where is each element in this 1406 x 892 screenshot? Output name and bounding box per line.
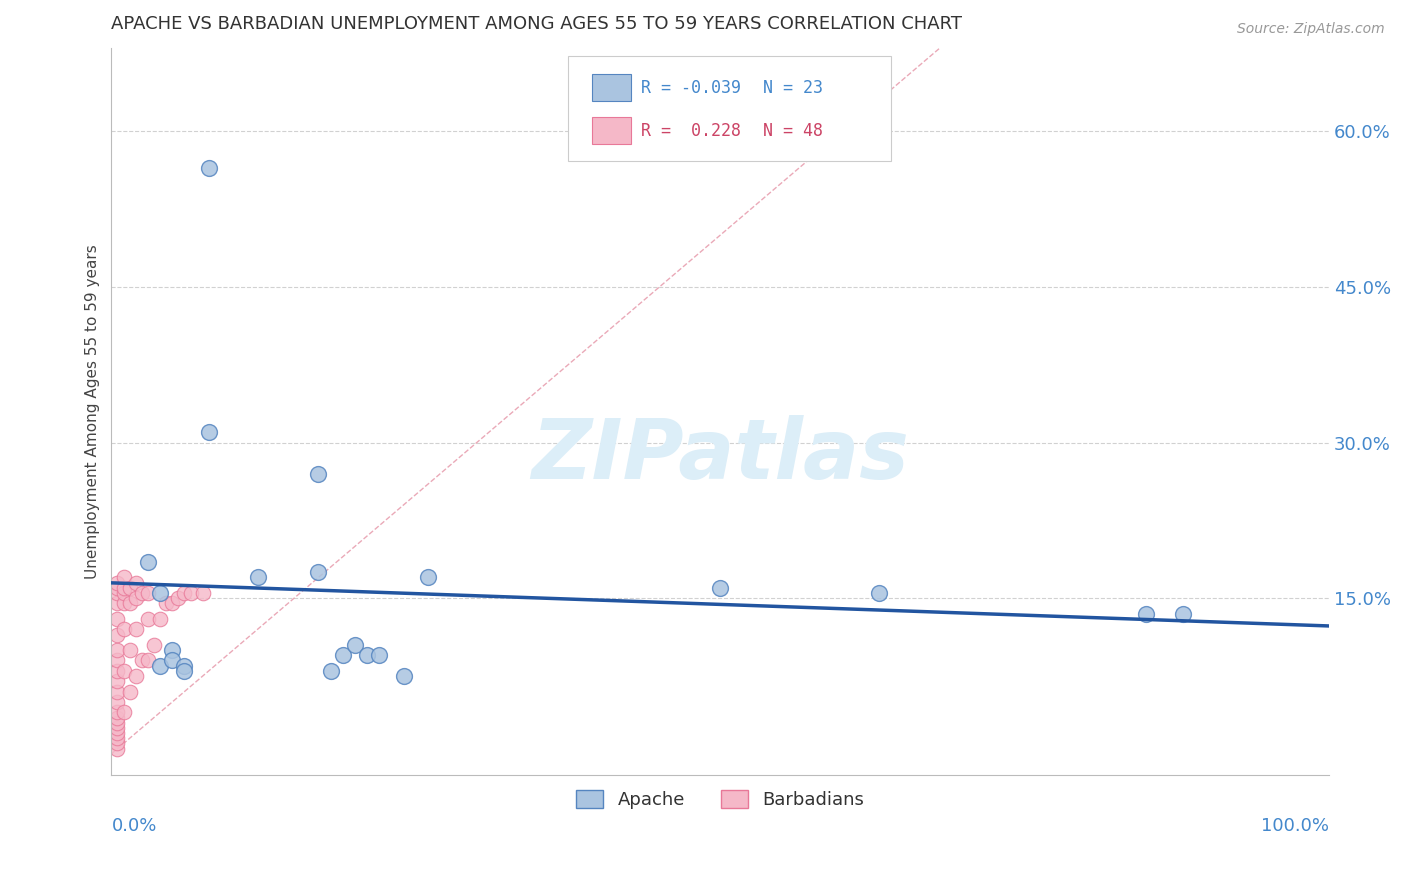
Point: [131, 586, 153, 600]
Point: [368, 648, 391, 663]
Point: [107, 643, 129, 657]
Text: ZIPatlas: ZIPatlas: [531, 415, 910, 496]
Text: 100.0%: 100.0%: [1261, 817, 1329, 835]
Point: [136, 586, 159, 600]
Point: [332, 648, 354, 663]
Point: [143, 638, 166, 652]
Point: [319, 664, 342, 678]
Point: [149, 612, 172, 626]
Point: [131, 653, 153, 667]
Point: [107, 706, 129, 720]
Point: [107, 731, 129, 746]
Point: [118, 581, 141, 595]
Point: [173, 664, 195, 678]
Point: [107, 596, 129, 610]
Point: [125, 591, 148, 606]
Point: [709, 581, 731, 595]
Point: [112, 570, 135, 584]
Point: [868, 586, 890, 600]
Point: [180, 586, 202, 600]
Point: [1135, 607, 1157, 621]
Point: [107, 736, 129, 750]
Point: [107, 612, 129, 626]
Point: [307, 467, 329, 481]
Point: [118, 684, 141, 698]
Point: [112, 706, 135, 720]
Point: [173, 586, 195, 600]
Point: [112, 596, 135, 610]
Point: [118, 596, 141, 610]
Point: [107, 726, 129, 740]
Y-axis label: Unemployment Among Ages 55 to 59 years: Unemployment Among Ages 55 to 59 years: [86, 244, 100, 579]
Point: [112, 623, 135, 637]
Point: [246, 570, 269, 584]
FancyBboxPatch shape: [592, 74, 631, 102]
Point: [136, 612, 159, 626]
Point: [155, 596, 177, 610]
Text: N = 23: N = 23: [763, 79, 823, 97]
Point: [107, 627, 129, 641]
Point: [136, 555, 159, 569]
Point: [107, 586, 129, 600]
Point: [162, 653, 184, 667]
Point: [107, 674, 129, 689]
Point: [125, 669, 148, 683]
Point: [343, 638, 366, 652]
Point: [118, 643, 141, 657]
Point: [356, 648, 378, 663]
Point: [1171, 607, 1194, 621]
Point: [107, 715, 129, 730]
Point: [112, 664, 135, 678]
Point: [167, 591, 190, 606]
Point: [191, 586, 214, 600]
Point: [107, 695, 129, 709]
Text: N = 48: N = 48: [763, 122, 823, 140]
Legend: Apache, Barbadians: Apache, Barbadians: [569, 782, 872, 816]
Point: [107, 581, 129, 595]
Text: Source: ZipAtlas.com: Source: ZipAtlas.com: [1237, 22, 1385, 37]
Point: [162, 596, 184, 610]
Point: [107, 721, 129, 735]
Point: [107, 575, 129, 590]
Point: [107, 664, 129, 678]
Point: [125, 575, 148, 590]
Point: [125, 623, 148, 637]
FancyBboxPatch shape: [592, 117, 631, 145]
Point: [392, 669, 415, 683]
Point: [162, 643, 184, 657]
Point: [112, 586, 135, 600]
Point: [112, 581, 135, 595]
Point: [307, 566, 329, 580]
Point: [149, 586, 172, 600]
Point: [136, 653, 159, 667]
Point: [198, 425, 221, 440]
Text: R =  0.228: R = 0.228: [641, 122, 741, 140]
Point: [198, 161, 221, 175]
Point: [173, 658, 195, 673]
Point: [107, 710, 129, 724]
Point: [107, 684, 129, 698]
Text: APACHE VS BARBADIAN UNEMPLOYMENT AMONG AGES 55 TO 59 YEARS CORRELATION CHART: APACHE VS BARBADIAN UNEMPLOYMENT AMONG A…: [111, 15, 963, 33]
Point: [107, 741, 129, 756]
FancyBboxPatch shape: [568, 55, 890, 161]
Point: [416, 570, 439, 584]
Text: R = -0.039: R = -0.039: [641, 79, 741, 97]
Point: [149, 658, 172, 673]
Point: [107, 653, 129, 667]
Text: 0.0%: 0.0%: [111, 817, 157, 835]
